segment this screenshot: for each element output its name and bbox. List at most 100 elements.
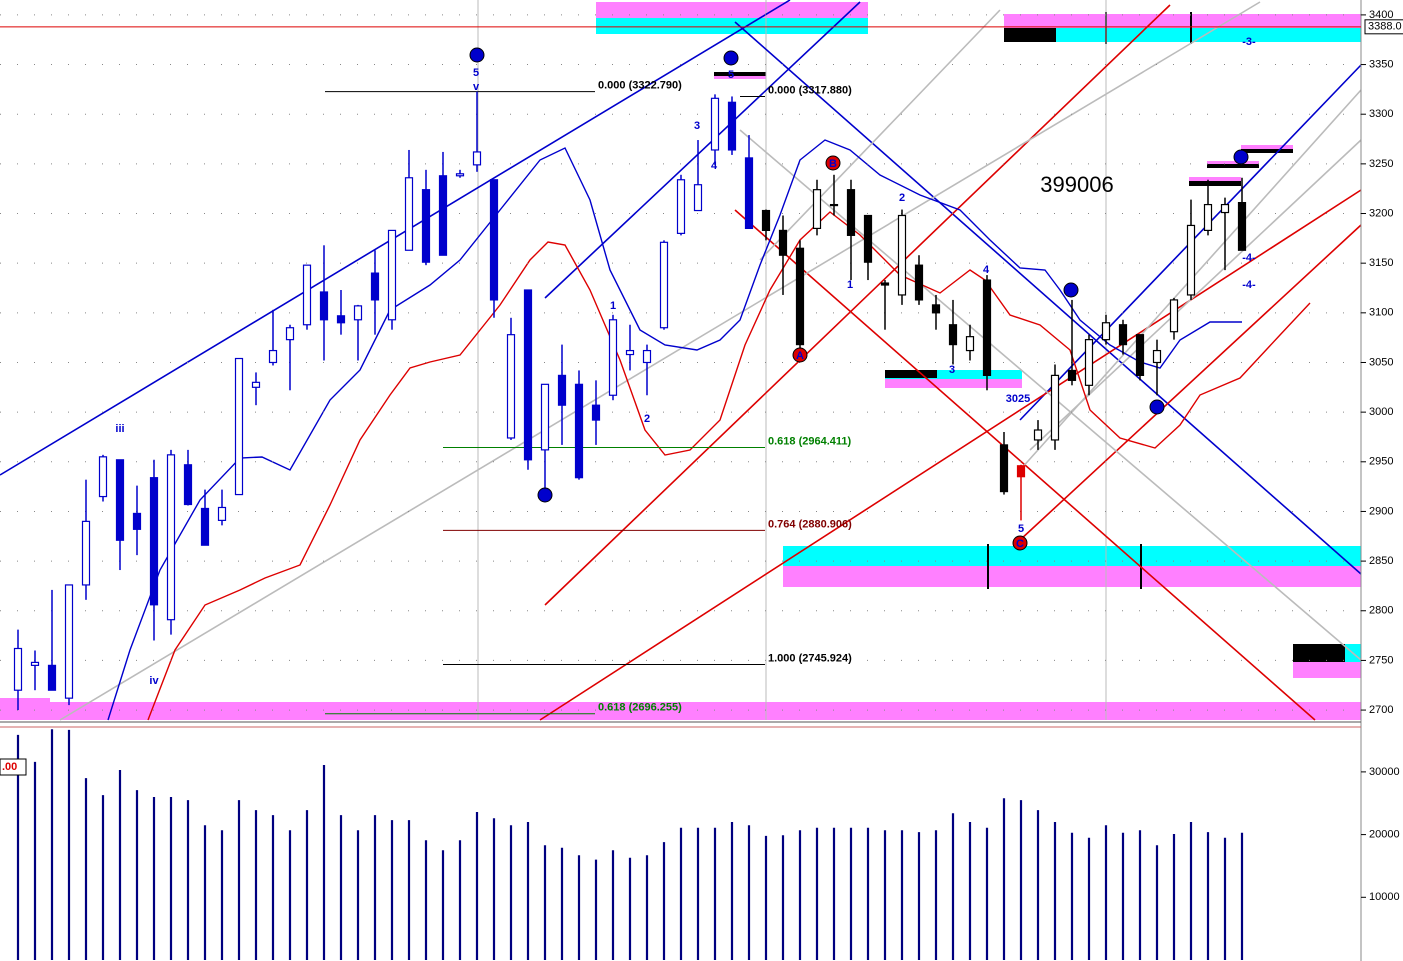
wave-label: 5	[473, 67, 479, 79]
candle-body	[829, 203, 839, 207]
candle-body	[115, 459, 125, 541]
wave-label: 2	[1154, 402, 1160, 414]
candle-body	[863, 214, 873, 263]
y-tick-label: 3300	[1369, 108, 1393, 120]
candle-body	[1101, 322, 1111, 341]
wave-label: 2	[899, 192, 905, 204]
wave-label: -4-	[1242, 279, 1256, 291]
trend-lines	[0, 0, 1362, 721]
candle-body	[693, 184, 703, 212]
fib-label: 0.618 (2964.411)	[768, 435, 852, 447]
wave-circle	[792, 347, 808, 363]
candle-body	[13, 647, 23, 691]
fib-label: 0.000 (3317.880)	[768, 84, 852, 96]
wave-circle	[1012, 535, 1028, 551]
wave-label: 1	[847, 279, 853, 291]
candle-body	[1016, 465, 1026, 478]
candle-body	[132, 512, 142, 530]
wave-label: 1	[1068, 285, 1074, 297]
y-tick-label: 2900	[1369, 505, 1393, 517]
volume-tick-label: 10000	[1369, 891, 1400, 903]
y-tick-label: 3200	[1369, 207, 1393, 219]
candle-body	[931, 304, 941, 314]
y-tick-label: 3000	[1369, 406, 1393, 418]
wave-label: v	[473, 81, 480, 93]
y-tick-label: 2750	[1369, 654, 1393, 666]
y-tick-label: 2800	[1369, 605, 1393, 617]
fib-label: 0.000 (3322.790)	[598, 79, 682, 91]
candle-body	[336, 315, 346, 324]
candle-body	[897, 214, 907, 296]
volume-label-box	[0, 758, 27, 776]
last-price-box	[1364, 19, 1403, 35]
candle-body	[982, 279, 992, 376]
wave-label: iv	[149, 675, 159, 687]
fib-label: 0.764 (2880.906)	[768, 518, 852, 530]
chart-title: 399006	[1040, 172, 1113, 197]
wave-label: 5	[1018, 523, 1024, 535]
candle-body	[591, 404, 601, 421]
zones	[0, 2, 1361, 720]
candle-body	[914, 264, 924, 301]
wave-label: 1	[610, 300, 616, 312]
wave-label: -3-	[1242, 36, 1256, 48]
candle-body	[948, 324, 958, 346]
candle-body	[421, 189, 431, 263]
wave-label: 3025	[1006, 393, 1030, 405]
candle-body	[404, 177, 414, 251]
candle-body	[1135, 334, 1145, 376]
wave-label: 4	[542, 490, 549, 502]
y-tick-label: 2950	[1369, 456, 1393, 468]
candle-body	[1033, 429, 1043, 441]
y-tick-label: 2850	[1369, 555, 1393, 567]
candle-body	[778, 229, 788, 256]
wave-label: 3	[949, 364, 955, 376]
candle-body	[47, 664, 57, 691]
wave-circle	[469, 47, 485, 63]
wave-label: 5	[728, 69, 734, 81]
candle-body	[268, 349, 278, 364]
candle-body	[846, 189, 856, 236]
indicator-curves	[107, 139, 1311, 721]
wave-circle	[1149, 399, 1165, 415]
candle-body	[574, 383, 584, 479]
y-tick-label: 3050	[1369, 356, 1393, 368]
candle-body	[744, 157, 754, 230]
candle-body	[625, 349, 635, 356]
wave-label: 4	[983, 264, 990, 276]
y-tick-label: 3400	[1369, 9, 1393, 21]
separators	[477, 0, 1107, 720]
wave-label: C	[1016, 538, 1024, 550]
wave-label: A	[796, 350, 804, 362]
volume-panel-label: .00	[2, 761, 17, 773]
candle-body	[540, 383, 550, 451]
candle-body	[659, 241, 669, 329]
candle-body	[1084, 339, 1094, 386]
candle-body	[761, 209, 771, 232]
candle-body	[676, 179, 686, 234]
wave-label: 3	[694, 120, 700, 132]
candle-body	[710, 97, 720, 151]
wave-label: -4-	[1242, 252, 1256, 264]
wave-circle	[1233, 149, 1249, 165]
candle-body	[608, 319, 618, 396]
wave-label: B	[829, 158, 837, 170]
candle-body	[217, 506, 227, 521]
wave-label: 2	[644, 413, 650, 425]
candle-body	[234, 357, 244, 496]
candle-body	[64, 584, 74, 699]
axis-area	[1362, 0, 1403, 961]
candle-body	[200, 507, 210, 546]
wave-circle	[723, 50, 739, 66]
wave-circle	[1063, 282, 1079, 298]
candle-body	[285, 327, 295, 341]
candle-body	[795, 247, 805, 346]
volume-tick-label: 20000	[1369, 829, 1400, 841]
candle-body	[1118, 324, 1128, 346]
wave-circle	[537, 487, 553, 503]
candle-body	[1169, 299, 1179, 333]
y-tick-label: 3350	[1369, 58, 1393, 70]
wave-label: 5	[728, 53, 734, 65]
candle-body	[506, 334, 516, 439]
candle-body	[489, 179, 499, 301]
